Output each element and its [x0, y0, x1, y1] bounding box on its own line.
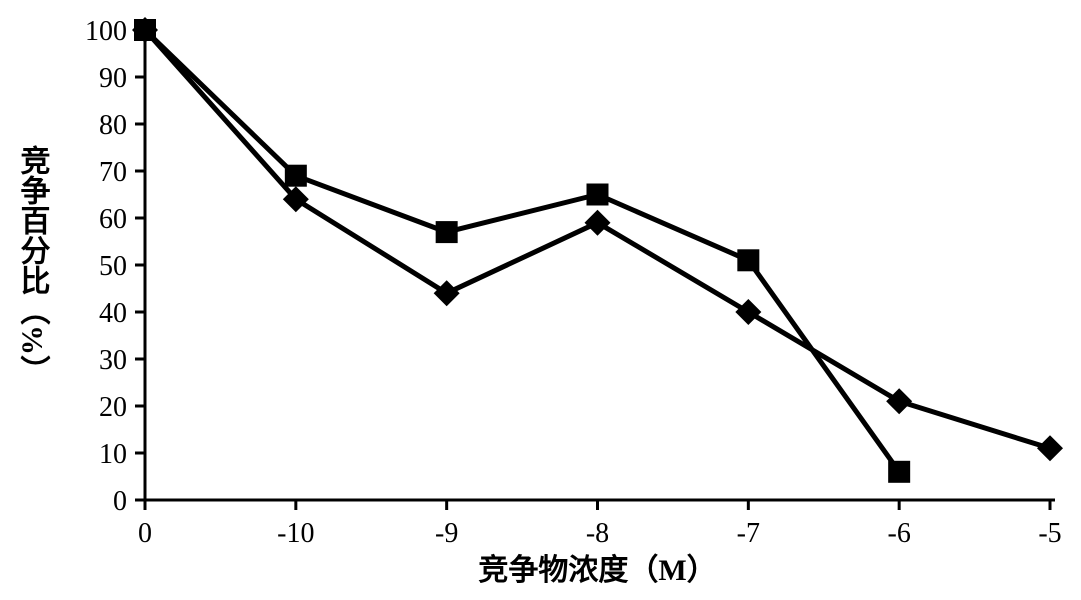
marker-square	[888, 461, 910, 483]
x-tick-label: -10	[277, 518, 314, 549]
x-tick-label: -7	[737, 518, 760, 549]
x-tick-label: -5	[1038, 518, 1061, 549]
marker-square	[737, 249, 759, 271]
x-tick-label: -6	[888, 518, 911, 549]
y-axis-label: 竞争百分比（%）	[16, 144, 51, 385]
y-tick-label: 60	[99, 204, 127, 235]
y-tick-label: 20	[99, 392, 127, 423]
y-tick-label: 10	[99, 439, 127, 470]
y-tick-label: 50	[99, 251, 127, 282]
y-tick-label: 70	[99, 157, 127, 188]
y-tick-label: 0	[113, 486, 127, 517]
y-tick-label: 40	[99, 298, 127, 329]
y-tick-label: 100	[85, 16, 127, 47]
marker-square	[436, 221, 458, 243]
competition-chart: 0 10 20 30 40 50 60 70 80 90 100 0 -10 -9 -8 -7 -6 -5 竞争物浓…	[0, 0, 1081, 600]
x-tick-label: -9	[435, 518, 458, 549]
y-tick-label: 80	[99, 110, 127, 141]
x-axis-label: 竞争物浓度（M）	[478, 553, 716, 587]
marker-square	[587, 184, 609, 206]
marker-square	[285, 165, 307, 187]
y-tick-label: 90	[99, 63, 127, 94]
x-tick-label: -8	[586, 518, 609, 549]
y-tick-label: 30	[99, 345, 127, 376]
x-tick-label: 0	[138, 518, 152, 549]
marker-square	[134, 19, 156, 41]
